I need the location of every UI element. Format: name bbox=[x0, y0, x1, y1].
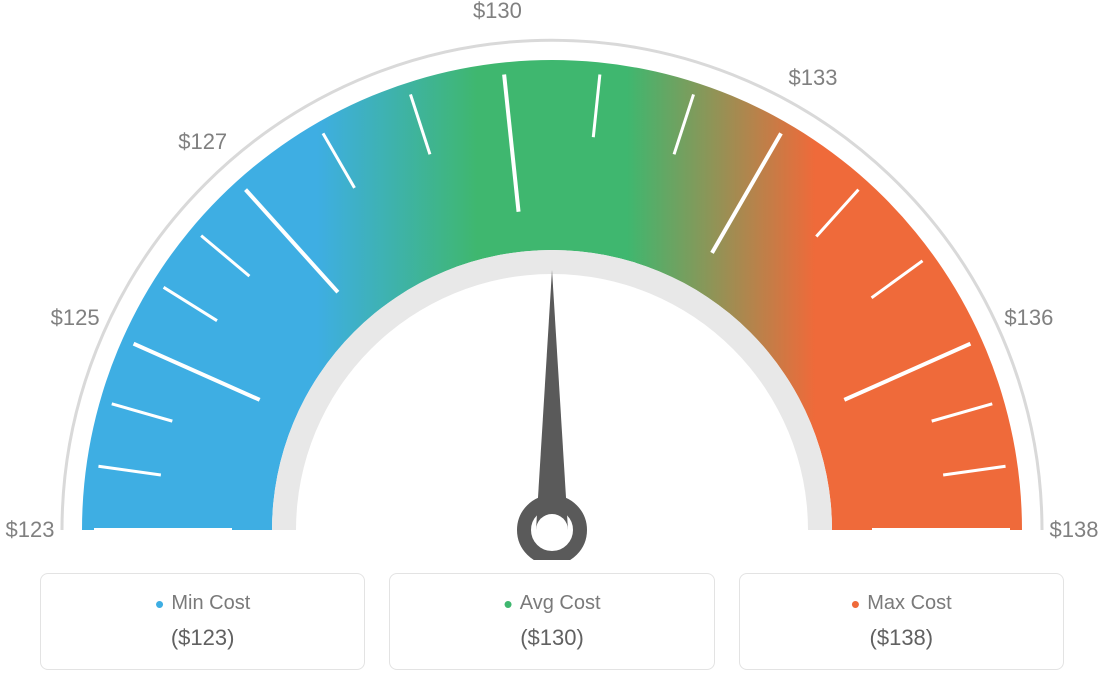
gauge-tick-label: $123 bbox=[6, 517, 55, 543]
cost-gauge-chart: $123 $125 $127 $130 $133 $136 $138 Min Cost ($… bbox=[0, 0, 1104, 690]
legend-avg-card: Avg Cost ($130) bbox=[389, 573, 714, 670]
gauge-area: $123 $125 $127 $130 $133 $136 $138 bbox=[0, 0, 1104, 560]
gauge-tick-label: $125 bbox=[51, 305, 100, 331]
gauge-tick-label: $138 bbox=[1050, 517, 1099, 543]
legend-max-title: Max Cost bbox=[760, 592, 1043, 615]
legend-min-card: Min Cost ($123) bbox=[40, 573, 365, 670]
gauge-tick-label: $130 bbox=[473, 0, 522, 24]
legend-min-value: ($123) bbox=[61, 625, 344, 651]
gauge-tick-label: $136 bbox=[1004, 305, 1053, 331]
legend-min-title: Min Cost bbox=[61, 592, 344, 615]
gauge-tick-label: $127 bbox=[178, 129, 227, 155]
legend-avg-value: ($130) bbox=[410, 625, 693, 651]
gauge-svg bbox=[0, 0, 1104, 560]
legend-row: Min Cost ($123) Avg Cost ($130) Max Cost… bbox=[40, 573, 1064, 670]
gauge-tick-label: $133 bbox=[789, 65, 838, 91]
legend-max-value: ($138) bbox=[760, 625, 1043, 651]
legend-max-card: Max Cost ($138) bbox=[739, 573, 1064, 670]
legend-avg-title: Avg Cost bbox=[410, 592, 693, 615]
